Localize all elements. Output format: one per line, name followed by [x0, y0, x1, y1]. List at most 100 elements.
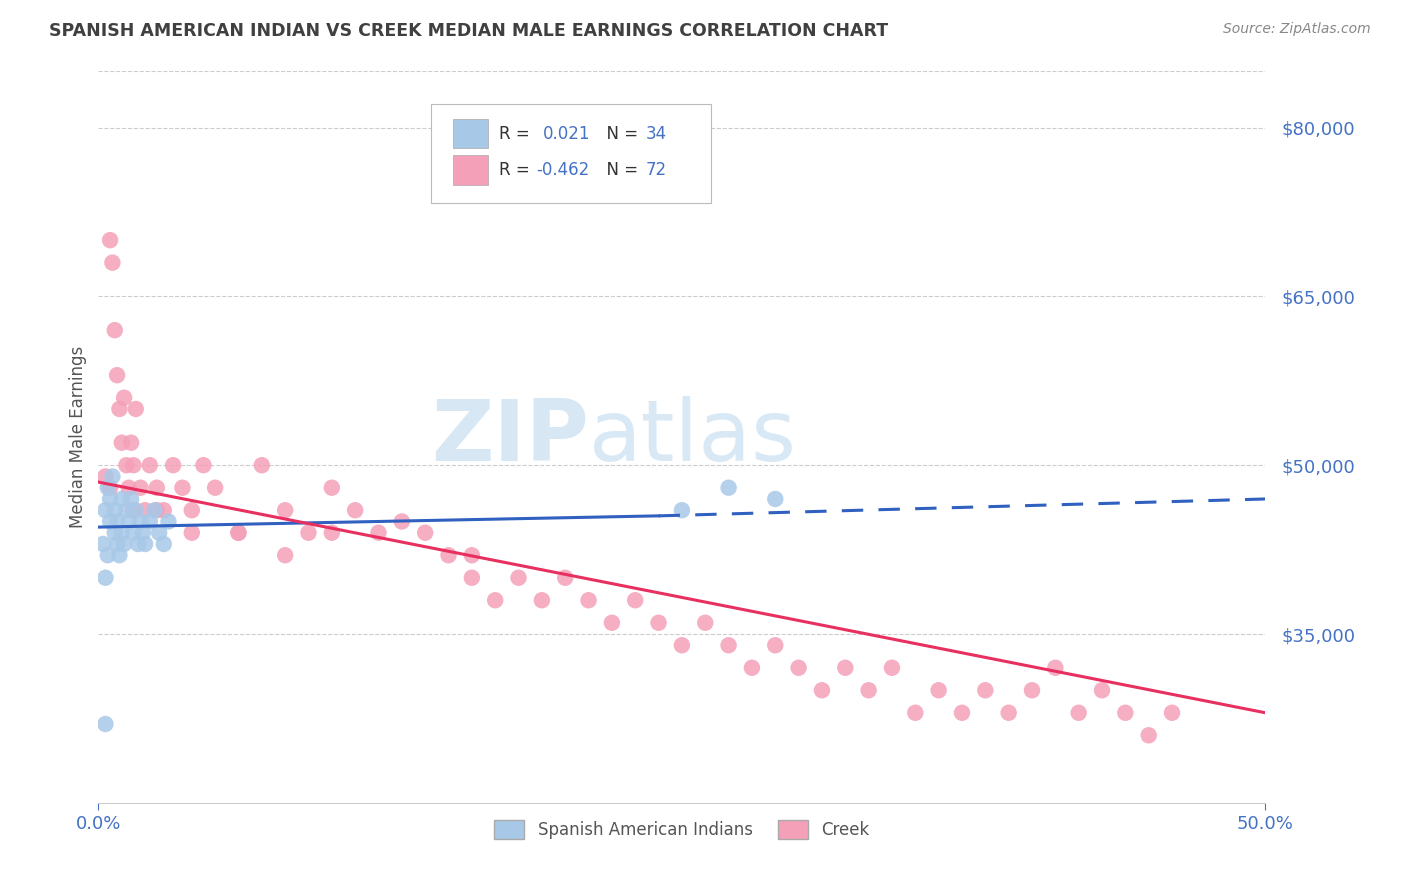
- Point: [101, 255, 124, 269]
- Point: [250, 458, 273, 473]
- Point: [950, 706, 973, 720]
- Point: [139, 515, 162, 529]
- Point: [152, 503, 174, 517]
- Point: [1021, 683, 1043, 698]
- Point: [180, 525, 202, 540]
- Legend: Spanish American Indians, Creek: Spanish American Indians, Creek: [488, 814, 876, 846]
- Point: [162, 458, 184, 473]
- Point: [204, 481, 226, 495]
- Point: [105, 537, 128, 551]
- Point: [120, 491, 142, 506]
- Point: [508, 571, 530, 585]
- Point: [904, 706, 927, 720]
- Point: [157, 515, 180, 529]
- Point: [834, 661, 856, 675]
- Text: 72: 72: [645, 161, 666, 179]
- Point: [344, 503, 367, 517]
- Point: [105, 515, 128, 529]
- Point: [104, 525, 127, 540]
- Point: [554, 571, 576, 585]
- Point: [647, 615, 669, 630]
- Point: [274, 503, 297, 517]
- Point: [104, 323, 127, 337]
- Point: [118, 481, 141, 495]
- Point: [101, 469, 124, 483]
- Point: [297, 525, 319, 540]
- Point: [98, 233, 121, 247]
- Point: [974, 683, 997, 698]
- FancyBboxPatch shape: [432, 104, 711, 203]
- Point: [413, 525, 436, 540]
- Point: [1091, 683, 1114, 698]
- Text: 34: 34: [645, 125, 666, 143]
- FancyBboxPatch shape: [453, 119, 488, 148]
- Point: [880, 661, 903, 675]
- Point: [172, 481, 194, 495]
- Point: [98, 491, 121, 506]
- Y-axis label: Median Male Earnings: Median Male Earnings: [69, 346, 87, 528]
- Text: 0.021: 0.021: [543, 125, 591, 143]
- Point: [461, 548, 484, 562]
- Point: [97, 481, 120, 495]
- Point: [1114, 706, 1136, 720]
- Point: [858, 683, 880, 698]
- Point: [321, 481, 343, 495]
- Point: [129, 481, 152, 495]
- Point: [695, 615, 717, 630]
- Point: [717, 638, 740, 652]
- Point: [118, 515, 141, 529]
- Point: [108, 548, 131, 562]
- Point: [104, 503, 127, 517]
- Point: [578, 593, 600, 607]
- Point: [122, 503, 145, 517]
- Point: [111, 435, 134, 450]
- Point: [600, 615, 623, 630]
- Point: [115, 458, 138, 473]
- Point: [671, 503, 693, 517]
- Point: [108, 401, 131, 416]
- Point: [1137, 728, 1160, 742]
- Point: [152, 537, 174, 551]
- Text: R =: R =: [499, 125, 540, 143]
- Point: [122, 525, 145, 540]
- Point: [671, 638, 693, 652]
- Point: [146, 503, 169, 517]
- Point: [1067, 706, 1090, 720]
- Text: N =: N =: [596, 161, 643, 179]
- Point: [741, 661, 763, 675]
- Point: [111, 491, 134, 506]
- Point: [127, 537, 149, 551]
- Point: [94, 571, 117, 585]
- Point: [105, 368, 128, 383]
- Text: SPANISH AMERICAN INDIAN VS CREEK MEDIAN MALE EARNINGS CORRELATION CHART: SPANISH AMERICAN INDIAN VS CREEK MEDIAN …: [49, 22, 889, 40]
- Point: [129, 515, 152, 529]
- Point: [97, 548, 120, 562]
- Text: N =: N =: [596, 125, 643, 143]
- Point: [1161, 706, 1184, 720]
- Point: [391, 515, 413, 529]
- Text: R =: R =: [499, 161, 534, 179]
- Point: [717, 481, 740, 495]
- Point: [928, 683, 950, 698]
- Point: [530, 593, 553, 607]
- Point: [274, 548, 297, 562]
- Point: [94, 503, 117, 517]
- Text: -0.462: -0.462: [536, 161, 589, 179]
- Point: [132, 525, 155, 540]
- Point: [139, 458, 162, 473]
- Point: [146, 481, 169, 495]
- Point: [321, 525, 343, 540]
- Point: [997, 706, 1019, 720]
- Point: [134, 537, 156, 551]
- Point: [112, 391, 135, 405]
- Point: [1045, 661, 1067, 675]
- Text: atlas: atlas: [589, 395, 797, 479]
- Point: [122, 458, 145, 473]
- Point: [148, 525, 170, 540]
- Point: [461, 571, 484, 585]
- Point: [367, 525, 389, 540]
- Point: [98, 515, 121, 529]
- FancyBboxPatch shape: [453, 155, 488, 185]
- Point: [120, 435, 142, 450]
- Point: [180, 503, 202, 517]
